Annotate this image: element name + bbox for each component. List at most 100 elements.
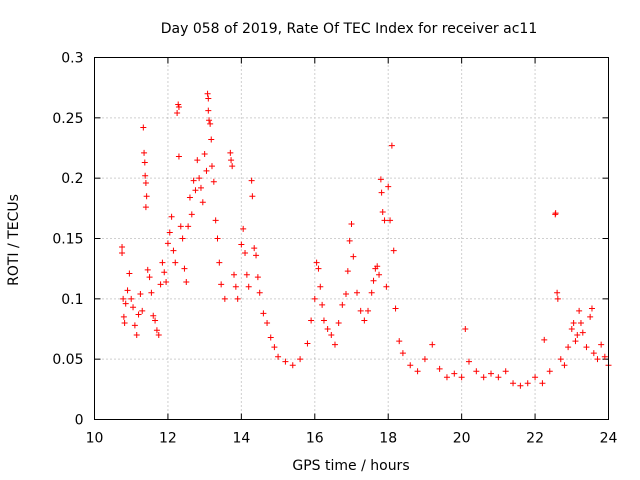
data-point — [159, 259, 166, 266]
data-point — [260, 310, 267, 317]
data-point — [510, 380, 517, 387]
data-point — [462, 326, 469, 332]
data-point — [436, 365, 443, 372]
data-point — [229, 163, 236, 170]
data-point — [228, 157, 235, 164]
y-tick-label: 0.25 — [52, 111, 83, 127]
data-point — [166, 229, 173, 236]
data-point — [524, 380, 531, 387]
data-point — [365, 307, 372, 314]
data-point — [308, 317, 315, 324]
data-point — [554, 295, 561, 302]
data-point — [546, 368, 553, 375]
data-point — [583, 344, 590, 351]
data-point — [271, 344, 278, 351]
data-point — [374, 263, 381, 270]
data-point — [185, 223, 192, 230]
data-point — [216, 259, 223, 266]
data-point — [399, 350, 406, 357]
data-point — [157, 281, 164, 288]
x-tick-label: 18 — [379, 431, 397, 447]
data-point — [392, 305, 399, 312]
data-point — [227, 149, 234, 156]
data-point — [240, 225, 247, 232]
data-point — [311, 295, 318, 302]
data-point — [465, 358, 472, 365]
data-point — [370, 277, 377, 284]
data-point — [218, 281, 225, 288]
data-point — [161, 269, 168, 276]
data-points — [119, 90, 612, 389]
data-point — [128, 295, 135, 302]
data-point — [141, 159, 148, 166]
data-point — [541, 336, 548, 343]
data-point — [598, 341, 605, 348]
data-point — [170, 247, 177, 254]
data-point — [208, 136, 215, 143]
data-point — [480, 374, 487, 381]
data-point — [577, 319, 584, 326]
data-point — [208, 163, 215, 170]
data-point — [177, 223, 184, 230]
data-point — [152, 317, 159, 324]
data-point — [172, 259, 179, 266]
data-point — [175, 103, 182, 110]
data-point — [238, 241, 245, 248]
y-tick-label: 0.2 — [61, 171, 83, 187]
data-point — [175, 153, 182, 160]
data-point — [396, 338, 403, 345]
data-point — [245, 283, 252, 290]
data-point — [120, 295, 127, 302]
data-point — [179, 235, 186, 242]
data-point — [212, 217, 219, 224]
data-point — [590, 350, 597, 357]
data-point — [143, 193, 150, 200]
data-point — [572, 338, 579, 345]
data-point — [357, 307, 364, 314]
data-point — [451, 370, 458, 377]
data-point — [565, 344, 572, 351]
data-point — [561, 362, 568, 369]
data-point — [381, 217, 388, 224]
x-axis-label: GPS time / hours — [292, 458, 409, 474]
data-point — [251, 245, 258, 252]
data-point — [344, 268, 351, 275]
data-point — [231, 271, 238, 278]
data-point — [144, 266, 151, 273]
data-point — [174, 110, 181, 117]
data-point — [267, 334, 274, 341]
data-point — [376, 271, 383, 278]
data-point — [319, 301, 326, 308]
data-point — [407, 362, 414, 369]
data-point — [289, 362, 296, 369]
data-point — [155, 332, 162, 339]
y-tick-labels: 0 0.05 0.1 0.15 0.2 0.25 0.3 — [52, 51, 83, 429]
y-tick-label: 0 — [75, 413, 84, 429]
data-point — [335, 319, 342, 326]
data-point — [150, 312, 157, 319]
data-point — [194, 157, 201, 164]
data-point — [588, 305, 595, 312]
data-point — [234, 295, 241, 302]
data-point — [539, 380, 546, 387]
data-point — [256, 289, 263, 296]
data-point — [196, 175, 203, 182]
data-point — [379, 208, 386, 215]
data-point — [119, 249, 126, 256]
data-point — [142, 179, 149, 186]
y-tick-label: 0.3 — [61, 51, 83, 67]
data-point — [146, 274, 153, 281]
data-point — [473, 368, 480, 375]
data-point — [317, 283, 324, 290]
data-point — [304, 340, 311, 347]
data-point — [148, 289, 155, 296]
data-point — [254, 274, 261, 281]
data-point — [324, 326, 331, 332]
data-point — [135, 311, 142, 318]
data-point — [197, 184, 204, 191]
data-point — [574, 332, 581, 339]
data-point — [387, 217, 394, 224]
x-tick-label: 16 — [306, 431, 324, 447]
data-point — [488, 370, 495, 377]
x-tick-label: 10 — [86, 431, 104, 447]
